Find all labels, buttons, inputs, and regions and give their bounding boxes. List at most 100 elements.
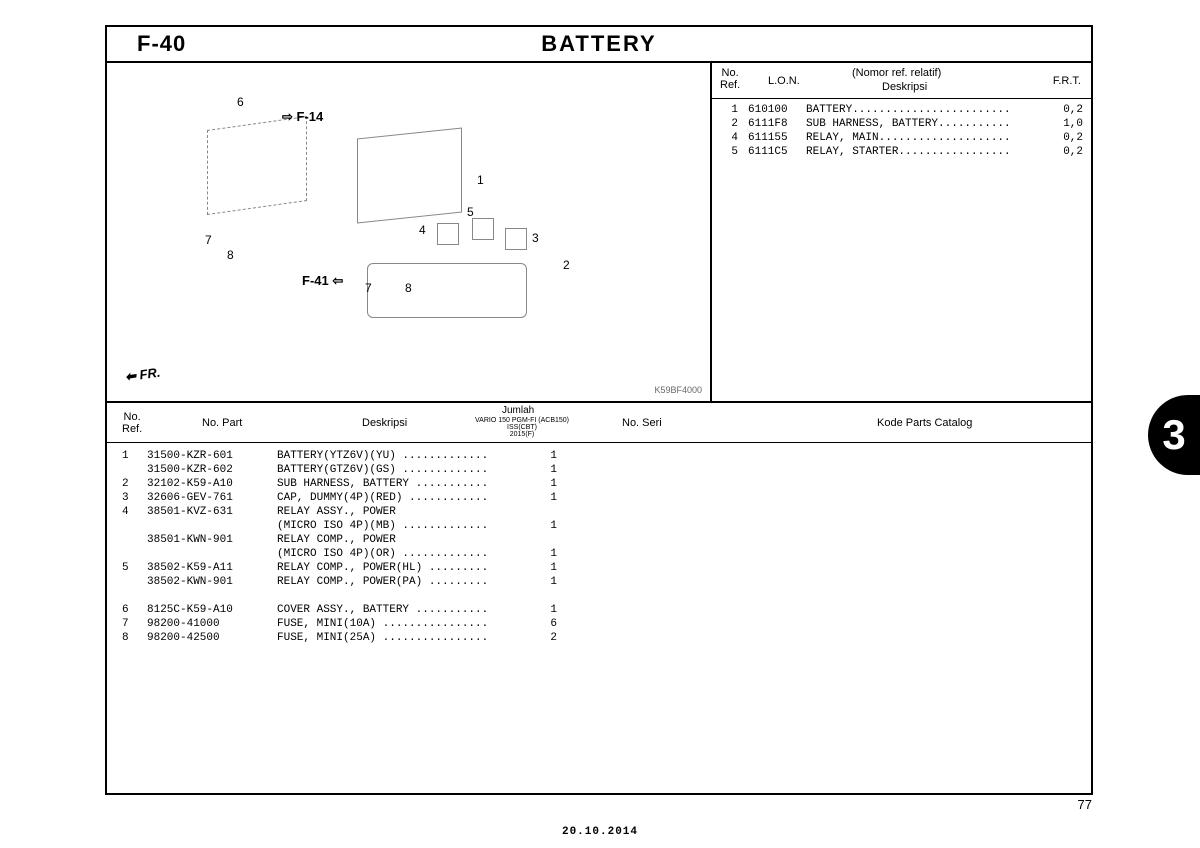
cell-desc: BATTERY(GTZ6V)(GS) ............. (277, 463, 527, 477)
cell-qty: 6 (527, 617, 557, 631)
diagram-shape-relay (505, 228, 527, 250)
cell-desc: SUB HARNESS, BATTERY ........... (277, 477, 527, 491)
row-gap (122, 589, 1076, 603)
upper-area: ⇨ F-14 F-41 ⇦ 6 1 2 3 4 5 7 8 7 8 ⬅ FR. … (107, 63, 1091, 403)
diagram-callout: 2 (563, 258, 570, 272)
cell-qty: 1 (527, 575, 557, 589)
cell-desc: RELAY ASSY., POWER (277, 505, 527, 519)
table-row: 38501-KWN-901RELAY COMP., POWER (122, 533, 1076, 547)
footer-date: 20.10.2014 (0, 826, 1200, 838)
cell-desc: (MICRO ISO 4P)(OR) ............. (277, 547, 527, 561)
table-row: 38502-KWN-901RELAY COMP., POWER(PA) ....… (122, 575, 1076, 589)
table-row: 4611155RELAY, MAIN....................0,… (720, 131, 1083, 145)
diagram-shape-cover (207, 116, 307, 215)
reference-table: No.Ref. L.O.N. (Nomor ref. relatif) Desk… (712, 63, 1091, 401)
cell-frt: 0,2 (1047, 131, 1083, 145)
cell-no: 4 (122, 505, 147, 519)
cell-qty: 1 (527, 561, 557, 575)
cell-part: 38501-KVZ-631 (147, 505, 277, 519)
diagram-shape-battery (357, 127, 462, 223)
diagram-callout: 5 (467, 205, 474, 219)
table-row: 131500-KZR-601BATTERY(YTZ6V)(YU) .......… (122, 449, 1076, 463)
drawing-code: K59BF4000 (654, 385, 702, 395)
table-row: 798200-41000FUSE, MINI(10A) ............… (122, 617, 1076, 631)
diagram-shape-relay (437, 223, 459, 245)
table-row: 332606-GEV-761CAP, DUMMY(4P)(RED) ......… (122, 491, 1076, 505)
cell-desc: COVER ASSY., BATTERY ........... (277, 603, 527, 617)
col-header: Jumlah (502, 405, 534, 416)
cell-desc: RELAY COMP., POWER (277, 533, 527, 547)
col-header: (Nomor ref. relatif) (852, 67, 941, 79)
section-title: BATTERY (107, 31, 1091, 57)
cell-no: 7 (122, 617, 147, 631)
cell-lon: 610100 (748, 103, 806, 117)
reference-table-body: 1610100BATTERY........................0,… (712, 99, 1091, 163)
cell-no (122, 463, 147, 477)
cell-part: 8125C-K59-A10 (147, 603, 277, 617)
diagram-callout: 8 (405, 281, 412, 295)
front-direction-arrow: ⬅ FR. (124, 365, 161, 386)
cell-part (147, 519, 277, 533)
cell-qty: 1 (527, 477, 557, 491)
diagram-crossref: ⇨ F-14 (282, 109, 323, 125)
cell-no (122, 533, 147, 547)
cell-part: 98200-41000 (147, 617, 277, 631)
cell-desc: CAP, DUMMY(4P)(RED) ............ (277, 491, 527, 505)
cell-desc: SUB HARNESS, BATTERY........... (806, 117, 1047, 131)
col-header: No. Seri (622, 417, 662, 429)
cell-part: 38502-KWN-901 (147, 575, 277, 589)
cell-desc: BATTERY........................ (806, 103, 1047, 117)
diagram-callout: 3 (532, 231, 539, 245)
table-row: 898200-42500FUSE, MINI(25A) ............… (122, 631, 1076, 645)
cell-no (122, 575, 147, 589)
col-header: Kode Parts Catalog (877, 417, 972, 429)
table-row: (MICRO ISO 4P)(MB) .............1 (122, 519, 1076, 533)
diagram-callout: 7 (205, 233, 212, 247)
cell-no: 4 (720, 131, 748, 145)
cell-frt: 0,2 (1047, 103, 1083, 117)
col-header: Deskripsi (362, 417, 407, 429)
diagram-callout: 1 (477, 173, 484, 187)
diagram-shape-relay (472, 218, 494, 240)
cell-desc: BATTERY(YTZ6V)(YU) ............. (277, 449, 527, 463)
cell-part: 32102-K59-A10 (147, 477, 277, 491)
cell-qty: 1 (527, 603, 557, 617)
cell-no: 5 (720, 145, 748, 159)
col-header: No.Ref. (720, 67, 740, 91)
cell-lon: 6111C5 (748, 145, 806, 159)
cell-desc: RELAY, MAIN.................... (806, 131, 1047, 145)
diagram-callout: 6 (237, 95, 244, 109)
table-row: 68125C-K59-A10COVER ASSY., BATTERY .....… (122, 603, 1076, 617)
diagram-callout: 7 (365, 281, 372, 295)
cell-part: 31500-KZR-601 (147, 449, 277, 463)
lower-area: No.Ref. No. Part Deskripsi Jumlah VARIO … (107, 403, 1091, 793)
parts-table-header: No.Ref. No. Part Deskripsi Jumlah VARIO … (107, 403, 1091, 443)
section-tab: 3 (1148, 395, 1200, 475)
cell-qty (527, 505, 557, 519)
table-row: 56111C5RELAY, STARTER.................0,… (720, 145, 1083, 159)
cell-no: 2 (720, 117, 748, 131)
cell-part: 38501-KWN-901 (147, 533, 277, 547)
col-header: L.O.N. (768, 75, 800, 87)
cell-part (147, 547, 277, 561)
cell-qty: 1 (527, 547, 557, 561)
cell-lon: 6111F8 (748, 117, 806, 131)
cell-no: 3 (122, 491, 147, 505)
page-frame: F-40 BATTERY ⇨ F-14 F-41 ⇦ 6 1 2 3 4 5 7… (105, 25, 1093, 795)
cell-part: 98200-42500 (147, 631, 277, 645)
cell-no (122, 519, 147, 533)
cell-qty (527, 533, 557, 547)
table-row: 438501-KVZ-631RELAY ASSY., POWER (122, 505, 1076, 519)
col-header: Deskripsi (882, 81, 927, 93)
diagram-crossref: F-41 ⇦ (302, 273, 343, 289)
cell-part: 38502-K59-A11 (147, 561, 277, 575)
reference-table-header: No.Ref. L.O.N. (Nomor ref. relatif) Desk… (712, 63, 1091, 99)
col-header: No.Ref. (122, 411, 142, 435)
col-header: No. Part (202, 417, 242, 429)
col-header-model: VARIO 150 PGM-FI (ACB150)ISS(CBT)2015(F) (475, 417, 569, 438)
table-row: 232102-K59-A10SUB HARNESS, BATTERY .....… (122, 477, 1076, 491)
cell-no: 2 (122, 477, 147, 491)
table-row: (MICRO ISO 4P)(OR) .............1 (122, 547, 1076, 561)
cell-qty: 1 (527, 519, 557, 533)
cell-lon: 611155 (748, 131, 806, 145)
